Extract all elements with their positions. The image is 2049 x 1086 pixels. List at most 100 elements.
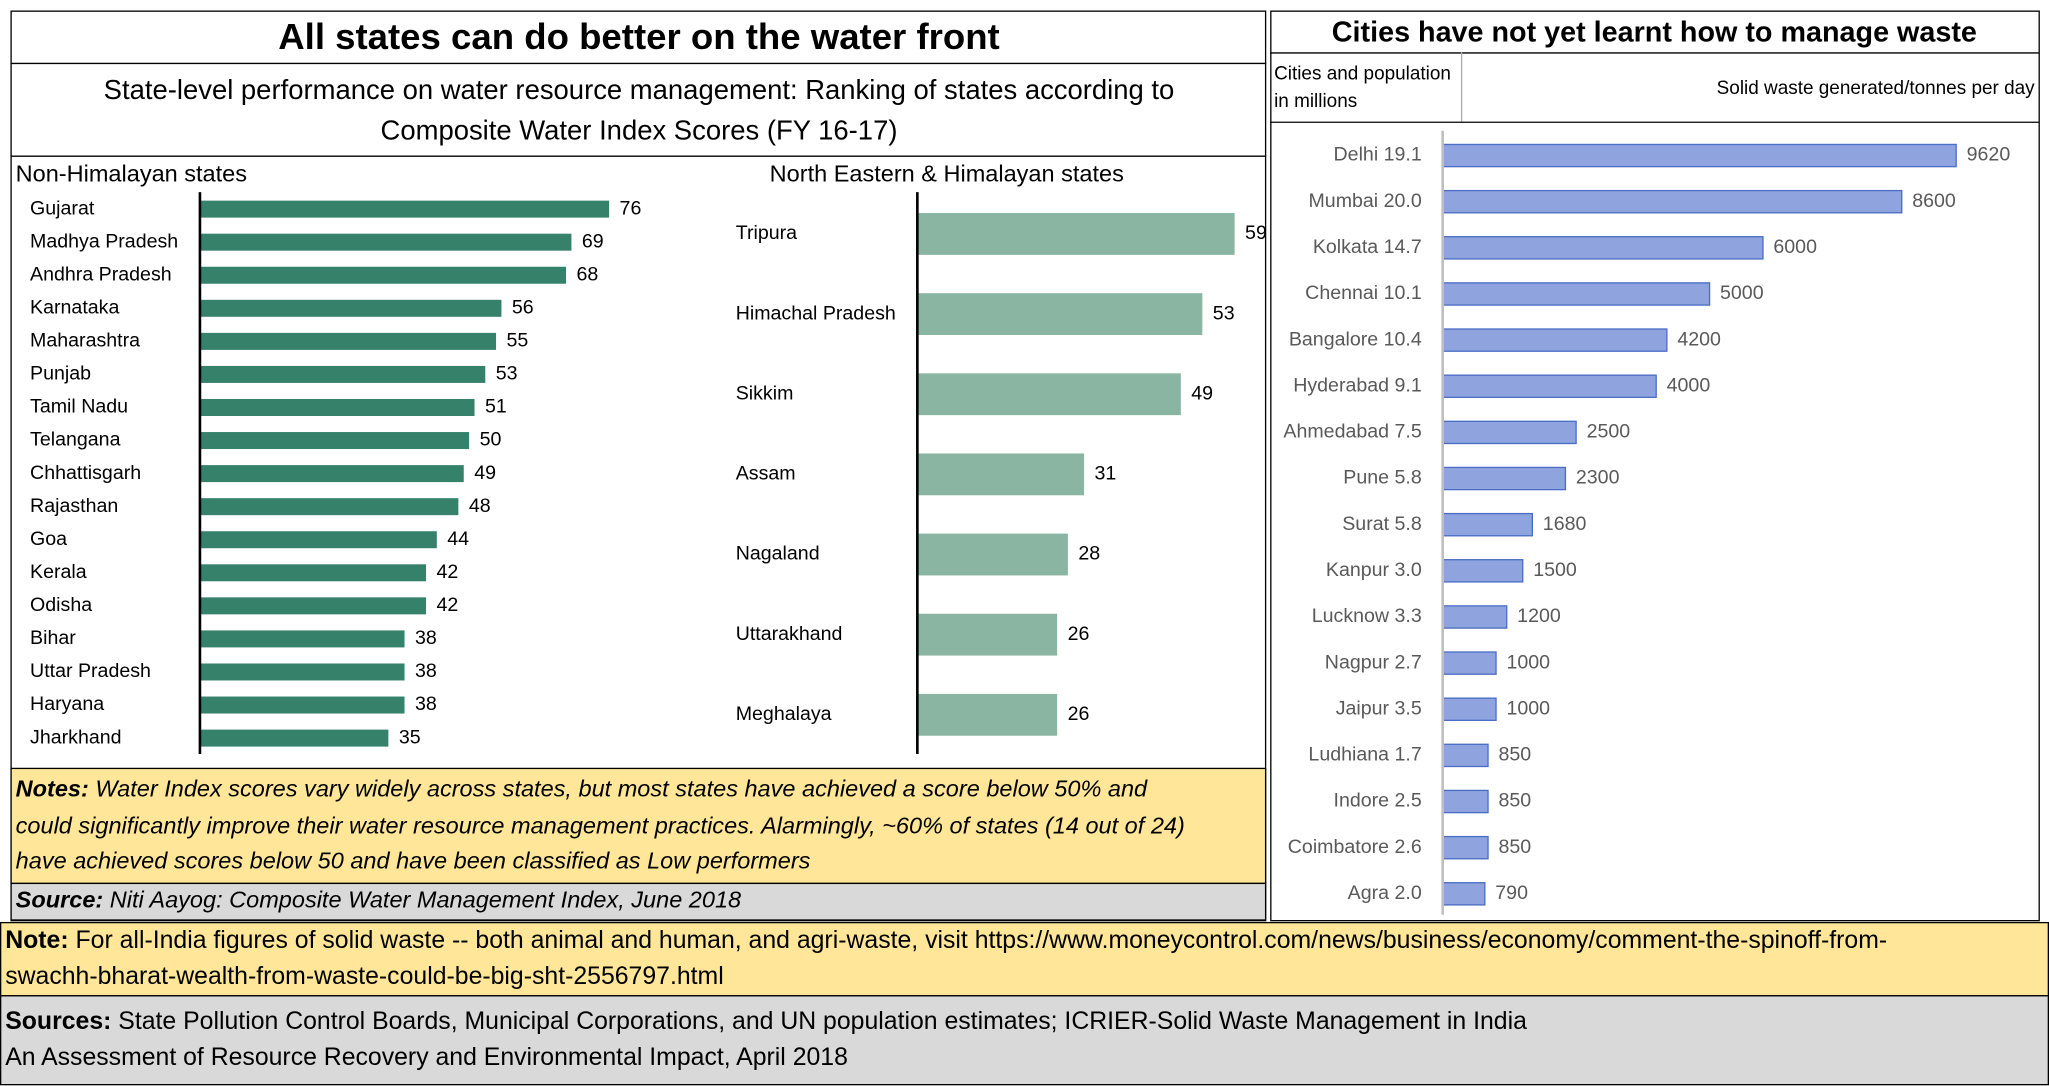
footer-sources-line: State Pollution Control Boards, Municipa… <box>111 1007 1527 1034</box>
category-label: Telangana <box>30 429 121 451</box>
bar <box>199 266 567 284</box>
category-label: Meghalaya <box>736 703 832 725</box>
value-label: 850 <box>1498 836 1531 858</box>
notes-label: Notes: <box>16 776 89 802</box>
value-label: 38 <box>415 693 437 715</box>
category-label: Punjab <box>30 363 91 385</box>
notes-line: Water Index scores vary widely across st… <box>89 776 1148 802</box>
value-label: 53 <box>496 363 518 385</box>
value-label: 69 <box>582 230 604 252</box>
notes: Notes: Water Index scores vary widely ac… <box>16 776 1148 802</box>
footer-sources-label: Sources: <box>5 1007 111 1034</box>
value-label: 68 <box>576 263 598 285</box>
value-label: 44 <box>447 528 469 550</box>
category-label: Uttar Pradesh <box>30 660 151 682</box>
chart-title: North Eastern & Himalayan states <box>770 160 1124 186</box>
value-label: 38 <box>415 627 437 649</box>
source-text: Niti Aayog: Composite Water Management I… <box>103 887 741 913</box>
category-label: Tripura <box>736 222 797 244</box>
category-label: Kolkata 14.7 <box>1313 236 1422 258</box>
charts: Gujarat 76 Madhya Pradesh 69 Andhra Pradesh 6… <box>30 130 2010 915</box>
category-label: Madhya Pradesh <box>30 230 178 252</box>
value-label: 53 <box>1213 302 1235 324</box>
category-label: Bihar <box>30 627 76 649</box>
value-label: 59 <box>1245 222 1267 244</box>
footer-note: Note: For all-India figures of solid was… <box>5 926 1887 953</box>
bar <box>1442 420 1577 445</box>
bar-chart: Delhi 19.1 9620 Mumbai 20.0 8600 Kolkata 14.… <box>1283 130 2010 915</box>
footer-sources-line: An Assessment of Resource Recovery and E… <box>5 1044 848 1071</box>
category-label: Karnataka <box>30 296 119 318</box>
category-label: Goa <box>30 528 67 550</box>
category-label: Ludhiana 1.7 <box>1308 744 1421 766</box>
notes-line: could significantly improve their water … <box>16 812 1185 838</box>
category-header: Cities and population <box>1274 64 1451 85</box>
category-label: Sikkim <box>736 382 794 404</box>
value-label: 49 <box>474 462 496 484</box>
footer-sources: Sources: State Pollution Control Boards,… <box>5 1007 1527 1034</box>
value-label: 42 <box>437 594 459 616</box>
bar <box>199 200 610 218</box>
bar <box>1442 789 1489 814</box>
category-label: Maharashtra <box>30 330 140 352</box>
category-label: Delhi 19.1 <box>1334 144 1422 166</box>
value-label: 5000 <box>1720 282 1764 304</box>
category-label: Lucknow 3.3 <box>1312 605 1422 627</box>
category-label: Rajasthan <box>30 495 118 517</box>
footer-sources-box <box>0 995 2049 1086</box>
value-label: 6000 <box>1773 236 1817 258</box>
value-label: 50 <box>480 429 502 451</box>
left-title: All states can do better on the water fr… <box>278 16 1000 57</box>
bar <box>1442 374 1657 399</box>
category-label: Nagaland <box>736 543 820 565</box>
category-label: Tamil Nadu <box>30 396 128 418</box>
value-label: 850 <box>1498 744 1531 766</box>
value-label: 51 <box>485 396 507 418</box>
category-label: Kanpur 3.0 <box>1326 559 1422 581</box>
bar <box>1442 512 1533 537</box>
value-header: Solid waste generated/tonnes per day <box>1717 78 2035 99</box>
value-label: 2300 <box>1576 467 1620 489</box>
bar <box>199 299 502 317</box>
value-label: 1000 <box>1506 697 1550 719</box>
category-label: Chhattisgarh <box>30 462 141 484</box>
bar <box>199 233 572 251</box>
bar <box>199 365 486 383</box>
left-subtitle: Composite Water Index Scores (FY 16-17) <box>381 114 898 145</box>
value-label: 55 <box>507 330 529 352</box>
value-label: 56 <box>512 296 534 318</box>
category-label: Odisha <box>30 594 92 616</box>
left-subtitle: State-level performance on water resourc… <box>104 74 1175 105</box>
bar <box>917 213 1235 255</box>
category-label: Agra 2.0 <box>1348 882 1422 904</box>
bar <box>917 373 1181 416</box>
category-label: Himachal Pradesh <box>736 302 896 324</box>
value-label: 4200 <box>1677 328 1721 350</box>
category-label: Surat 5.8 <box>1342 513 1422 535</box>
value-label: 42 <box>437 561 459 583</box>
bar <box>917 453 1085 496</box>
value-label: 48 <box>469 495 491 517</box>
bar <box>199 663 405 681</box>
category-label: Jharkhand <box>30 726 122 748</box>
bar <box>1442 143 1957 168</box>
bar <box>199 729 389 747</box>
chart-title: Non-Himalayan states <box>16 160 247 186</box>
bar <box>917 693 1058 736</box>
category-label: Assam <box>736 463 796 485</box>
category-label: Hyderabad 9.1 <box>1293 374 1422 396</box>
value-label: 2500 <box>1587 421 1631 443</box>
value-label: 26 <box>1068 623 1090 645</box>
category-label: Pune 5.8 <box>1343 467 1422 489</box>
bar <box>1442 466 1567 491</box>
footer-note-label: Note: <box>5 926 68 953</box>
category-label: Chennai 10.1 <box>1305 282 1422 304</box>
value-label: 38 <box>415 660 437 682</box>
bar <box>1442 559 1524 583</box>
bar <box>1442 835 1489 860</box>
bar <box>199 696 405 714</box>
category-label: Bangalore 10.4 <box>1289 328 1422 350</box>
bar <box>199 398 475 416</box>
value-label: 1200 <box>1517 605 1561 627</box>
value-label: 31 <box>1094 463 1116 485</box>
